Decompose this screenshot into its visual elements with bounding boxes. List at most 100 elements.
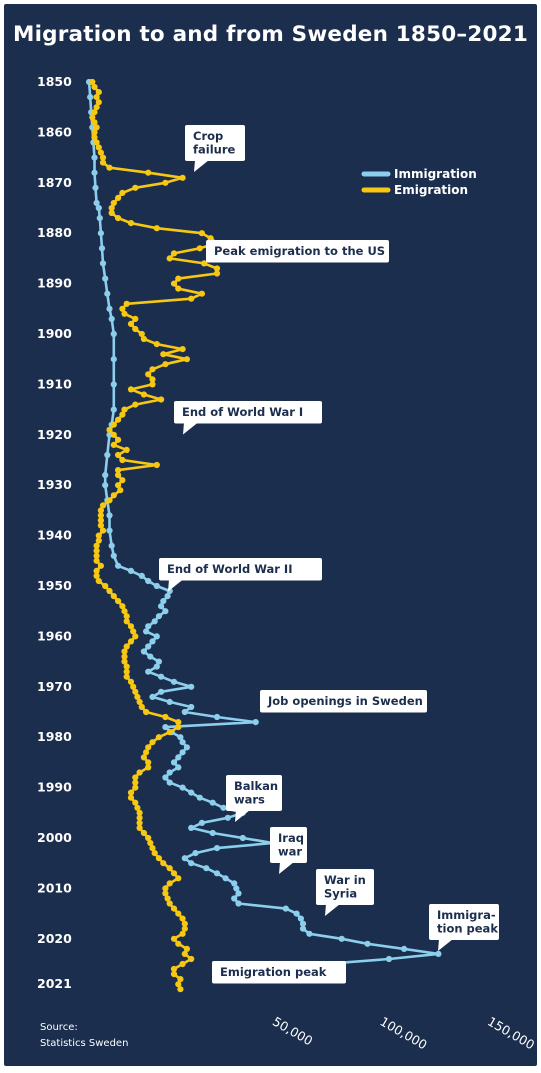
data-point bbox=[130, 683, 137, 690]
data-point bbox=[160, 351, 167, 358]
data-point bbox=[299, 920, 307, 927]
data-point bbox=[166, 729, 173, 736]
data-point bbox=[123, 618, 130, 625]
y-axis-ticks: 1850 1860 1870 1880 1890 1900 1910 1920 1930 1940… bbox=[37, 74, 72, 991]
data-point bbox=[132, 688, 139, 695]
data-point bbox=[127, 567, 135, 575]
callout-tail bbox=[325, 904, 340, 916]
data-point bbox=[99, 502, 107, 509]
data-point bbox=[127, 638, 135, 645]
data-point bbox=[110, 381, 117, 388]
data-point bbox=[175, 764, 182, 771]
data-point bbox=[110, 593, 117, 600]
data-point bbox=[97, 512, 104, 519]
data-point bbox=[93, 552, 100, 559]
data-point bbox=[183, 945, 190, 953]
data-point bbox=[166, 900, 173, 907]
data-point bbox=[99, 159, 107, 166]
data-point bbox=[198, 230, 205, 237]
data-point bbox=[138, 330, 145, 338]
data-point bbox=[160, 860, 167, 867]
data-point bbox=[93, 567, 100, 575]
data-point bbox=[175, 981, 182, 988]
data-point bbox=[93, 104, 100, 111]
data-point bbox=[132, 784, 139, 791]
data-point bbox=[123, 446, 130, 453]
callout-text: tion peak bbox=[437, 922, 498, 936]
data-point bbox=[130, 628, 137, 635]
data-point bbox=[239, 834, 246, 842]
data-point bbox=[89, 78, 96, 86]
callout-box bbox=[260, 690, 427, 713]
legend-label: Immigration bbox=[394, 167, 477, 181]
data-point bbox=[364, 940, 371, 947]
data-point bbox=[145, 834, 152, 842]
data-point bbox=[385, 955, 393, 963]
data-point bbox=[95, 144, 102, 151]
data-point bbox=[140, 754, 147, 761]
data-point bbox=[108, 209, 115, 217]
data-point bbox=[145, 623, 152, 630]
data-point bbox=[153, 633, 160, 640]
data-point bbox=[179, 346, 186, 353]
y-tick-label: 1990 bbox=[37, 780, 72, 795]
data-point bbox=[108, 315, 115, 322]
data-point bbox=[132, 315, 139, 322]
callout-box bbox=[212, 961, 346, 984]
data-point bbox=[181, 708, 188, 716]
data-point bbox=[136, 698, 143, 706]
data-point bbox=[106, 497, 113, 504]
data-point bbox=[93, 94, 100, 101]
data-point bbox=[108, 542, 115, 549]
data-point bbox=[166, 865, 173, 872]
y-tick-label: 1860 bbox=[37, 124, 72, 139]
y-tick-label: 1960 bbox=[37, 628, 72, 643]
source-name: Statistics Sweden bbox=[40, 1038, 129, 1049]
data-point bbox=[106, 426, 113, 433]
annotation-emigration-peak: Emigration peak bbox=[212, 961, 346, 984]
callout-text: Immigra- bbox=[437, 908, 496, 922]
data-point bbox=[104, 451, 111, 459]
data-point bbox=[179, 960, 186, 968]
data-point bbox=[188, 824, 195, 832]
data-point bbox=[149, 739, 156, 746]
data-point bbox=[102, 275, 109, 282]
y-tick-label: 1900 bbox=[37, 326, 72, 341]
series-emigration bbox=[89, 78, 221, 993]
data-point bbox=[162, 179, 169, 186]
data-point bbox=[138, 703, 145, 711]
data-point bbox=[119, 189, 126, 196]
y-tick-label: 1890 bbox=[37, 276, 72, 291]
data-point bbox=[166, 255, 173, 262]
data-point bbox=[164, 593, 171, 600]
data-point bbox=[188, 703, 195, 711]
data-point bbox=[145, 577, 152, 585]
data-point bbox=[188, 860, 195, 867]
data-point bbox=[97, 230, 104, 237]
data-point bbox=[175, 285, 182, 292]
data-point bbox=[155, 855, 162, 862]
data-point bbox=[175, 719, 182, 726]
data-point bbox=[99, 154, 107, 161]
data-point bbox=[162, 713, 169, 721]
data-point bbox=[93, 547, 100, 554]
data-point bbox=[293, 910, 300, 917]
data-point bbox=[192, 850, 199, 857]
annotation-end-ww2: End of World War II bbox=[159, 558, 322, 592]
data-point bbox=[145, 759, 152, 766]
data-point bbox=[106, 527, 113, 534]
data-point bbox=[102, 472, 109, 479]
data-point bbox=[158, 688, 165, 695]
data-point bbox=[97, 507, 104, 514]
data-point bbox=[115, 598, 122, 605]
data-point bbox=[155, 734, 162, 741]
callout-tail bbox=[168, 579, 183, 592]
data-point bbox=[306, 930, 313, 937]
data-point bbox=[213, 265, 221, 272]
data-point bbox=[183, 356, 190, 363]
data-point bbox=[233, 885, 240, 892]
data-point bbox=[134, 804, 141, 811]
data-point bbox=[123, 663, 130, 670]
data-point bbox=[155, 658, 162, 665]
